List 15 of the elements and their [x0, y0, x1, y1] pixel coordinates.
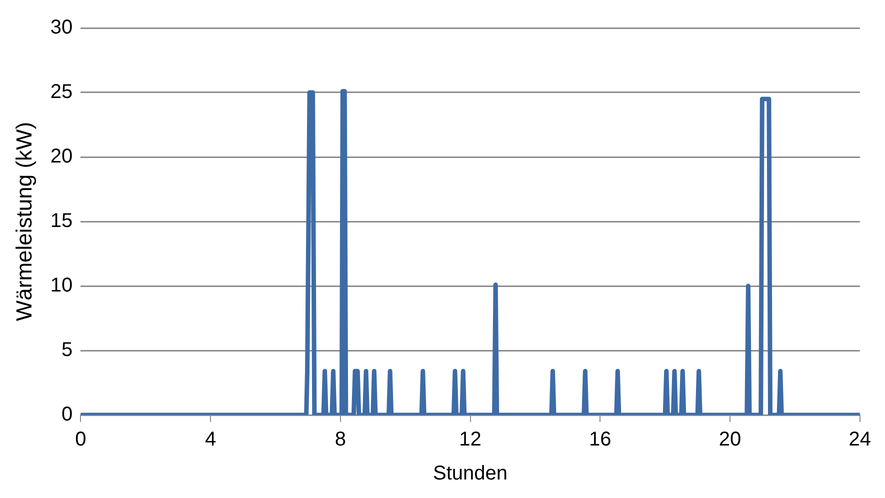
y-tick-label: 15 — [50, 210, 73, 232]
x-tick-label: 24 — [848, 428, 871, 451]
y-tick-label: 25 — [50, 81, 73, 104]
y-axis-title: Wärmeleistung (kW) — [11, 122, 36, 322]
y-tick-label: 30 — [50, 16, 73, 39]
x-tick-label: 4 — [204, 428, 216, 451]
x-tick-label: 20 — [718, 428, 742, 451]
y-tick-label: 20 — [50, 146, 73, 168]
x-tick-label: 8 — [334, 428, 346, 451]
y-tick-label: 10 — [50, 274, 73, 297]
y-tick-label: 0 — [62, 404, 73, 426]
x-tick-label: 16 — [589, 428, 612, 451]
x-axis-title: Stunden — [433, 462, 508, 485]
x-tick-label: 12 — [459, 428, 482, 451]
y-tick-label: 5 — [62, 339, 73, 362]
